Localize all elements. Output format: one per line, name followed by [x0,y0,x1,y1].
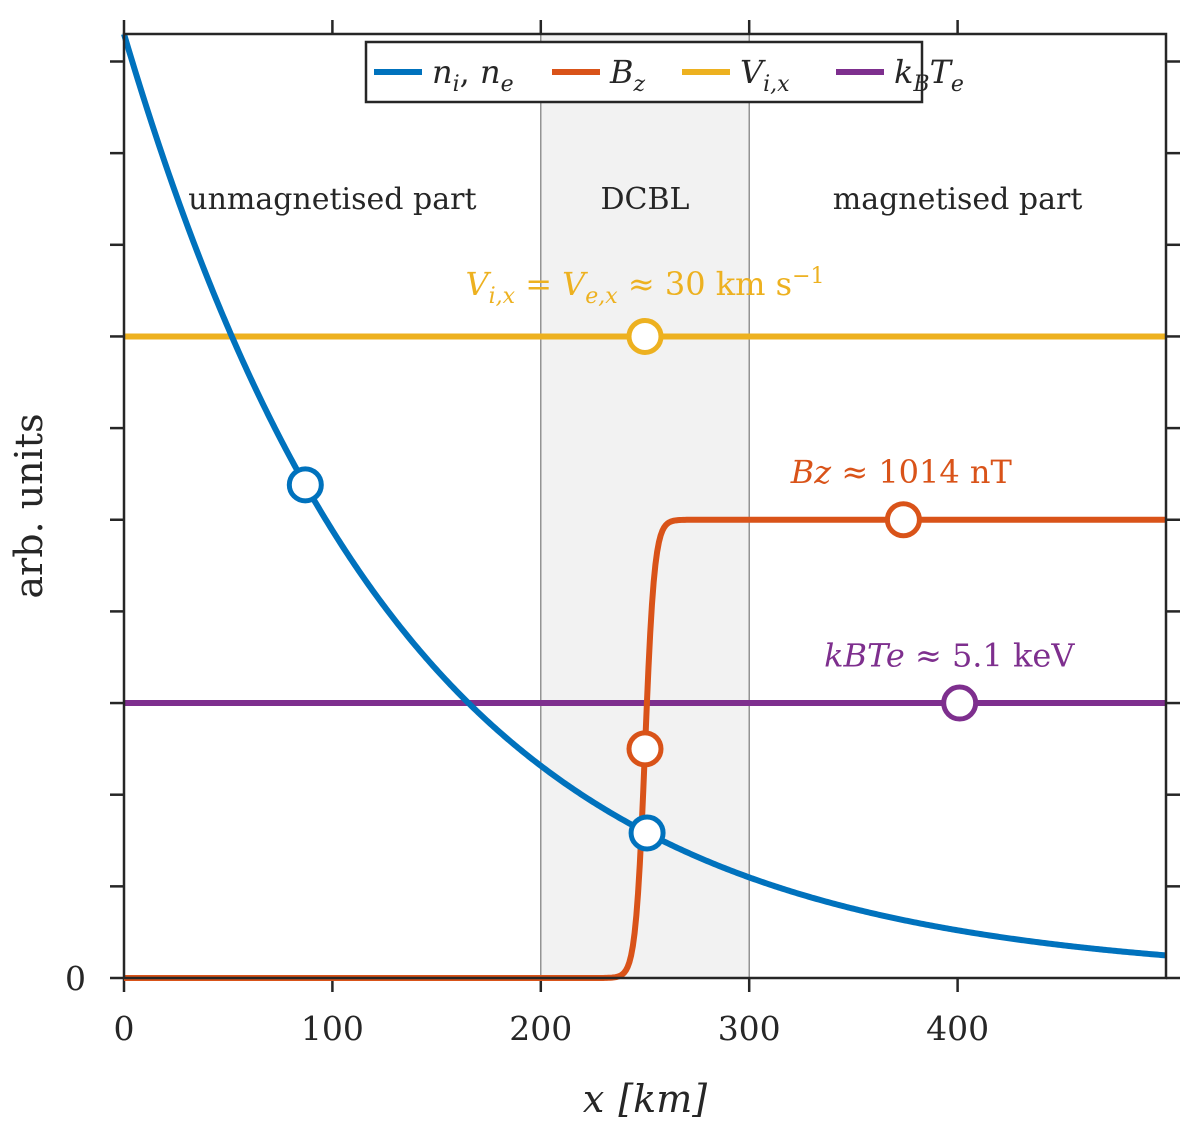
legend-label-0: ni, ne [432,53,514,97]
legend-label-1: Bz [609,53,646,97]
x-axis-unit: [km] [618,1077,707,1121]
series-marker-3-0 [941,684,979,722]
tick-labels: 0 100 200 300 400 0 [65,959,989,1048]
legend-label-0-base-2: n [480,53,501,91]
annotation-2: kBTe ≈ 5.1 keV [824,636,1075,674]
annotation-0-part-0: V [465,265,491,303]
y-axis-label: arb. units [7,413,51,598]
region-labels: unmagnetised part DCBL magnetised part [188,182,1082,217]
legend-label-0-sub-0: i [453,72,460,97]
annotation-0-part-3: V [562,265,588,303]
axis-ticks [110,20,1180,992]
legend-label-3-sub-0: B [912,72,929,97]
x-tick-label-3: 300 [718,1009,781,1048]
legend-label-1-base-0: B [609,53,634,91]
annotation-1-part-2: ≈ 1014 nT [831,453,1012,491]
series-marker-0-0 [286,466,324,504]
legend-label-0-base-1: , [460,53,480,91]
legend-label-2-sub-0: i,x [763,72,790,97]
legend-label-0-sub-2: e [501,72,514,97]
annotation-0-part-5: ≈ 30 km s [618,265,792,303]
x-axis-variable: x [583,1077,604,1121]
legend-label-0-base-0: n [432,53,453,91]
x-tick-label-4: 400 [926,1009,989,1048]
annotation-2-part-0: k [824,636,843,674]
x-axis-label: x [km] [583,1077,707,1121]
annotation-0-part-6: −1 [792,264,824,289]
series-marker-2-0 [626,317,664,355]
legend-label-2-base-0: V [740,53,766,91]
annotation-1-part-1: z [813,453,832,491]
region-label-0: unmagnetised part [188,182,476,217]
series-marker-1-1 [884,501,922,539]
annotation-2-part-4: ≈ 5.1 keV [905,636,1076,674]
plot-frame [122,32,1168,980]
legend-label-3: kBTe [894,53,964,97]
annotation-0-part-4: e,x [585,284,618,309]
annotation-0: Vi,x = Ve,x ≈ 30 km s−1 [465,264,824,309]
legend-label-3-base-1: T [930,53,954,91]
x-tick-label-0: 0 [114,1009,135,1048]
annotation-1: Bz ≈ 1014 nT [790,453,1013,491]
legend-box [364,40,924,104]
x-tick-label-2: 200 [509,1009,572,1048]
annotation-2-part-1: B [842,636,867,674]
series-marker-1-0 [626,730,664,768]
y-tick-label-0: 0 [65,959,86,998]
legend-label-1-sub-0: z [633,72,646,97]
legend-label-3-sub-1: e [951,72,964,97]
annotation-layer: Vi,x = Ve,x ≈ 30 km s−1Bz ≈ 1014 nTkBTe … [465,264,1075,674]
annotation-0-part-2: = [515,265,562,303]
region-label-2: magnetised part [833,182,1083,217]
series-marker-0-1 [628,814,666,852]
legend: ni, ne Bz Vi,x kBTe [364,40,964,104]
region-label-1: DCBL [601,182,690,217]
annotation-2-part-3: e [886,636,905,674]
annotation-0-part-1: i,x [489,284,516,309]
annotation-1-part-0: B [790,453,815,491]
legend-label-2: Vi,x [740,53,790,97]
legend-label-3-base-0: k [894,53,913,91]
x-tick-label-1: 100 [301,1009,364,1048]
